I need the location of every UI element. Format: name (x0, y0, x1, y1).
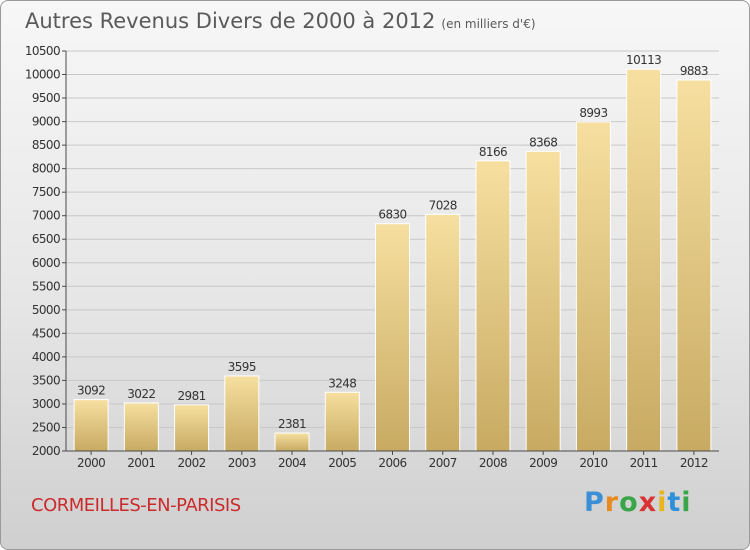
bar (324, 391, 360, 452)
bar (73, 399, 109, 452)
bar-value-label: 6830 (378, 208, 406, 222)
y-tick-label: 9500 (32, 91, 60, 105)
bar-value-label: 3022 (127, 387, 155, 401)
bar-value-label: 2381 (278, 417, 306, 431)
y-tick-label: 4000 (32, 350, 60, 364)
bar (676, 79, 712, 452)
bar (575, 121, 611, 452)
bar-value-label: 8993 (579, 106, 607, 120)
y-tick-label: 8000 (32, 162, 60, 176)
x-tick-label: 2012 (680, 456, 708, 470)
chart-title: Autres Revenus Divers de 2000 à 2012 (en … (25, 9, 536, 33)
y-tick-label: 6000 (32, 256, 60, 270)
proxiti-logo: Proxiti (584, 487, 692, 518)
bar (626, 68, 662, 452)
y-tick-label: 8500 (32, 138, 60, 152)
chart-title-text: Autres Revenus Divers de 2000 à 2012 (25, 9, 436, 33)
x-tick-label: 2003 (228, 456, 256, 470)
x-tick-label: 2002 (178, 456, 206, 470)
bar (425, 213, 461, 452)
logo-letter: P (584, 487, 605, 518)
bar (174, 404, 210, 452)
logo-letter: r (604, 487, 620, 518)
bar-value-label: 3595 (228, 360, 256, 374)
bar (274, 432, 310, 452)
bar (475, 160, 511, 452)
logo-letter: t (667, 487, 682, 518)
x-tick-label: 2001 (127, 456, 155, 470)
x-tick-label: 2008 (479, 456, 507, 470)
x-tick-label: 2009 (529, 456, 557, 470)
bar-value-label: 10113 (626, 53, 661, 67)
y-tick-label: 7500 (32, 185, 60, 199)
bar-value-label: 9883 (680, 64, 708, 78)
y-tick-label: 3500 (32, 373, 60, 387)
y-tick-label: 10000 (25, 68, 60, 82)
bar-value-label: 8166 (479, 145, 507, 159)
y-tick-label: 10500 (25, 44, 60, 58)
y-tick-label: 5000 (32, 303, 60, 317)
y-tick-label: 4500 (32, 326, 60, 340)
y-tick-label: 3000 (32, 397, 60, 411)
bar (123, 402, 159, 452)
x-tick-label: 2005 (328, 456, 356, 470)
city-name: CORMEILLES-EN-PARISIS (31, 495, 241, 516)
bar (525, 150, 561, 452)
bar-value-label: 3092 (77, 384, 105, 398)
x-tick-label: 2007 (429, 456, 457, 470)
y-tick-label: 2500 (32, 420, 60, 434)
x-tick-label: 2006 (378, 456, 406, 470)
x-tick-label: 2004 (278, 456, 306, 470)
y-tick-label: 6500 (32, 232, 60, 246)
y-tick-label: 5500 (32, 279, 60, 293)
bar-value-label: 8368 (529, 135, 557, 149)
x-tick-label: 2010 (579, 456, 607, 470)
logo-letter: i (681, 487, 692, 518)
bar (224, 375, 260, 452)
logo-letter: o (619, 487, 639, 518)
x-tick-label: 2000 (77, 456, 105, 470)
logo-letter: i (657, 487, 668, 518)
y-tick-label: 9000 (32, 115, 60, 129)
y-tick-label: 2000 (32, 444, 60, 458)
logo-letter: x (638, 487, 658, 518)
chart-unit-text: (en milliers d'€) (441, 17, 536, 31)
y-tick-label: 7000 (32, 209, 60, 223)
bar (375, 223, 410, 452)
bar-value-label: 2981 (178, 389, 206, 403)
x-tick-label: 2011 (630, 456, 658, 470)
bar-value-label: 3248 (328, 376, 356, 390)
bar-value-label: 7028 (429, 198, 457, 212)
